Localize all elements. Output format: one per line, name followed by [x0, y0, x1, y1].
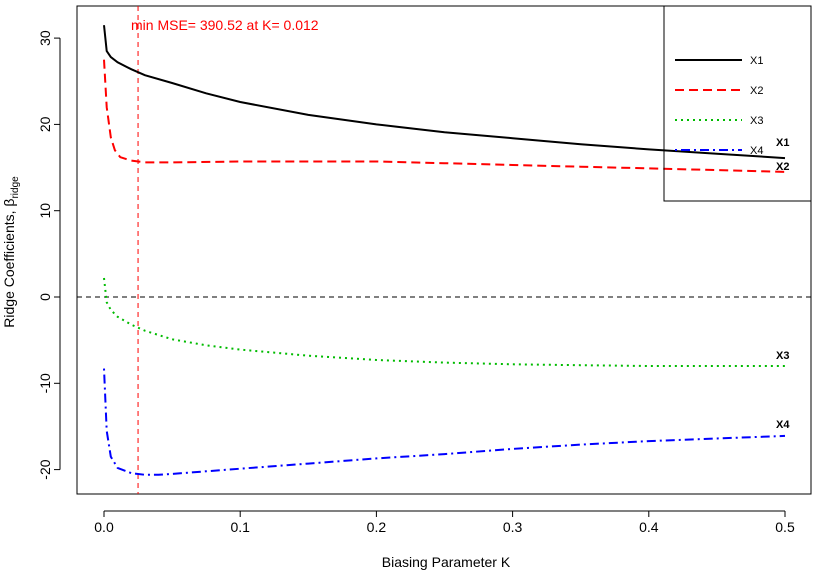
y-axis-title: Ridge Coefficients, βridge	[1, 176, 21, 328]
series-line-x2	[103, 59, 786, 173]
y-axis-title-symbol: β	[1, 199, 17, 207]
end-label-x2: X2	[776, 161, 789, 173]
x-tick-label: 0.4	[639, 519, 659, 535]
y-axis-title-text: Ridge Coefficients,	[1, 207, 17, 328]
x-tick-label: 0.2	[367, 519, 387, 535]
end-label-x3: X3	[776, 350, 789, 362]
y-axis-title-subscript: ridge	[10, 176, 21, 199]
y-tick-label: 0	[37, 293, 53, 301]
x-axis-title: Biasing Parameter K	[382, 554, 511, 570]
min-mse-annotation: min MSE= 390.52 at K= 0.012	[131, 17, 319, 33]
series-line-x3	[103, 277, 785, 367]
y-tick-label: 30	[37, 30, 53, 46]
end-label-x1: X1	[776, 137, 789, 149]
y-tick-label: -20	[37, 459, 53, 479]
legend-box	[663, 5, 812, 202]
plot-frame	[76, 5, 812, 495]
legend-label-x2: X2	[750, 85, 763, 97]
y-tick-label: -10	[37, 373, 53, 393]
legend-label-x1: X1	[750, 55, 763, 67]
x-tick-label: 0.1	[230, 519, 250, 535]
y-tick-label: 20	[37, 116, 53, 132]
legend-label-x4: X4	[750, 145, 763, 157]
x-tick-label: 0.0	[94, 519, 114, 535]
series-line-x4	[103, 368, 786, 476]
x-tick-label: 0.5	[775, 519, 795, 535]
end-label-x4: X4	[776, 419, 790, 431]
legend-label-x3: X3	[750, 115, 763, 127]
y-tick-label: 10	[37, 203, 53, 219]
x-tick-label: 0.3	[503, 519, 523, 535]
series-line-x1	[103, 25, 786, 160]
